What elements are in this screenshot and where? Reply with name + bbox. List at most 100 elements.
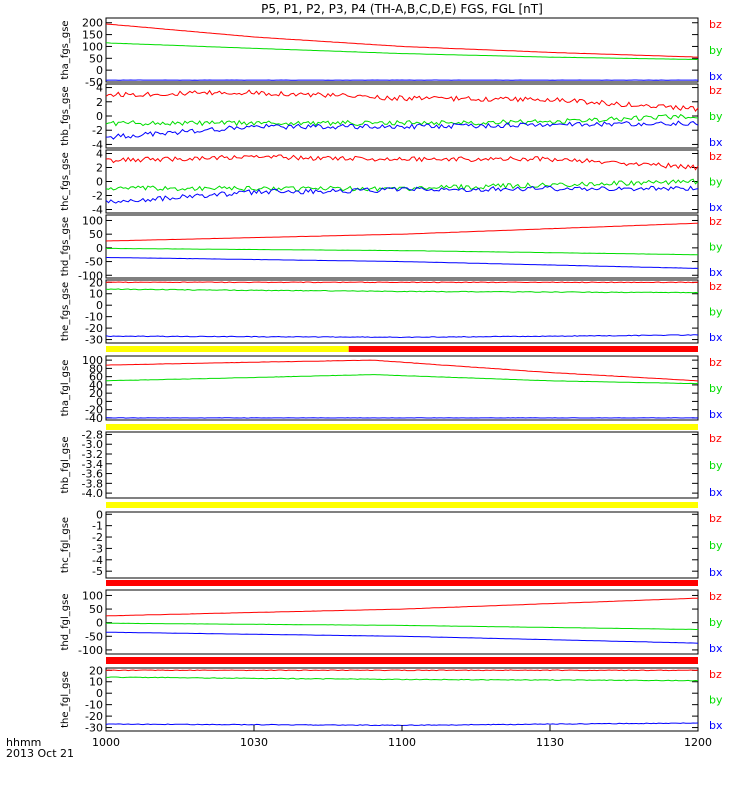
y-axis-label: thd_fgs_gse xyxy=(60,217,71,276)
legend-bz: bz xyxy=(709,668,722,681)
legend-by: by xyxy=(709,539,723,552)
y-axis-label: thc_fgs_gse xyxy=(60,152,71,211)
legend-bx: bx xyxy=(709,566,723,579)
legend-bz: bz xyxy=(709,280,722,293)
y-tick-label: 0 xyxy=(96,687,103,700)
series-bx-line xyxy=(106,631,699,644)
y-tick-label: 0 xyxy=(96,617,103,630)
y-tick-label: 100 xyxy=(82,354,103,367)
y-tick-label: 10 xyxy=(89,288,103,301)
panel-frame xyxy=(105,214,699,279)
panel: thc_fgl_gse 0-1-2-3-4-5 bz by bx xyxy=(60,508,723,586)
mode-bar-segment xyxy=(106,424,698,430)
series-bz-line xyxy=(105,154,699,171)
series-by-line xyxy=(105,247,699,256)
series-by-line xyxy=(105,42,698,60)
series-bz-line xyxy=(105,669,699,672)
panel-frame xyxy=(105,279,699,344)
y-tick-label: -1 xyxy=(92,520,103,533)
y-tick-label: -3.6 xyxy=(82,468,103,481)
y-tick-label: -3.0 xyxy=(82,438,103,451)
series-bx-line xyxy=(105,334,699,339)
series-bz-line xyxy=(106,359,699,382)
mode-bar-segment xyxy=(106,502,698,508)
series-by-line xyxy=(106,676,699,682)
panel-frame xyxy=(105,589,699,655)
y-tick-label: 40 xyxy=(89,379,103,392)
mode-bar-segment xyxy=(106,657,698,664)
x-tick-label: 1100 xyxy=(388,736,416,749)
y-tick-label: -2 xyxy=(92,531,103,544)
y-axis-label: the_fgl_gse xyxy=(60,671,71,728)
y-tick-label: 50 xyxy=(89,228,103,241)
y-tick-label: 60 xyxy=(89,371,103,384)
series-bz-line xyxy=(105,89,699,113)
y-tick-label: -2.8 xyxy=(82,428,103,441)
y-tick-label: -20 xyxy=(85,710,103,723)
y-tick-label: -4.0 xyxy=(82,487,103,500)
y-axis-label: thc_fgl_gse xyxy=(60,517,71,573)
y-tick-label: -100 xyxy=(78,269,103,282)
y-tick-label: 50 xyxy=(89,603,103,616)
y-axis-label: thb_fgs_gse xyxy=(60,86,71,145)
y-axis-label: tha_fgs_gse xyxy=(60,20,71,79)
legend-bz: bz xyxy=(709,150,722,163)
series-bx-line xyxy=(106,257,699,269)
y-tick-label: 2 xyxy=(96,96,103,109)
y-axis-label: thd_fgl_gse xyxy=(60,594,71,651)
legend-by: by xyxy=(709,459,723,472)
series-bz-line xyxy=(105,597,698,617)
y-tick-label: 0 xyxy=(96,64,103,77)
y-tick-label: -50 xyxy=(85,630,103,643)
y-tick-label: -20 xyxy=(85,322,103,335)
y-tick-label: 100 xyxy=(82,40,103,53)
mode-bar-segment xyxy=(348,346,698,352)
series-bz-line xyxy=(105,281,699,284)
y-tick-label: 0 xyxy=(96,395,103,408)
y-axis-label: tha_fgl_gse xyxy=(60,360,71,417)
legend-by: by xyxy=(709,110,723,123)
legend-by: by xyxy=(709,306,723,319)
panel: thb_fgl_gse -2.8-3.0-3.2-3.4-3.6-3.8-4.0 b… xyxy=(60,428,723,508)
time-axis: 1000 1030 1100 1130 1200 xyxy=(92,725,712,749)
y-tick-label: -4 xyxy=(92,554,103,567)
legend-bx: bx xyxy=(709,486,723,499)
y-tick-label: 0 xyxy=(96,176,103,189)
y-tick-label: -50 xyxy=(85,76,103,89)
series-by-line xyxy=(105,178,699,192)
date-label: 2013 Oct 21 xyxy=(6,747,74,760)
y-tick-label: -4 xyxy=(92,204,103,217)
mode-bar-segment xyxy=(106,580,698,586)
legend-bz: bz xyxy=(709,512,722,525)
y-tick-label: 2 xyxy=(96,162,103,175)
x-tick-label: 1000 xyxy=(92,736,120,749)
y-tick-label: -5 xyxy=(92,565,103,578)
y-tick-label: -30 xyxy=(85,722,103,735)
y-tick-label: -2 xyxy=(92,190,103,203)
y-tick-label: -4 xyxy=(92,138,103,151)
y-tick-label: 0 xyxy=(96,299,103,312)
legend-bx: bx xyxy=(709,719,723,732)
y-tick-label: 20 xyxy=(89,664,103,677)
y-tick-label: -3.8 xyxy=(82,477,103,490)
legend-bz: bz xyxy=(709,432,722,445)
legend-by: by xyxy=(709,176,723,189)
series-bz-line xyxy=(105,23,698,58)
legend-bz: bz xyxy=(709,356,722,369)
y-tick-label: -50 xyxy=(85,256,103,269)
y-tick-label: -100 xyxy=(78,644,103,657)
series-by-line xyxy=(105,113,699,127)
y-tick-label: -10 xyxy=(85,699,103,712)
y-tick-label: 20 xyxy=(89,276,103,289)
y-tick-label: -10 xyxy=(85,311,103,324)
series-by-line xyxy=(105,288,699,294)
panel-frame xyxy=(105,431,699,499)
panel: thc_fgs_gse 420-2-4 bz by bx xyxy=(60,148,723,217)
y-tick-label: -20 xyxy=(85,404,103,417)
y-tick-label: 80 xyxy=(89,362,103,375)
time-unit-label: hhmm xyxy=(6,736,41,749)
